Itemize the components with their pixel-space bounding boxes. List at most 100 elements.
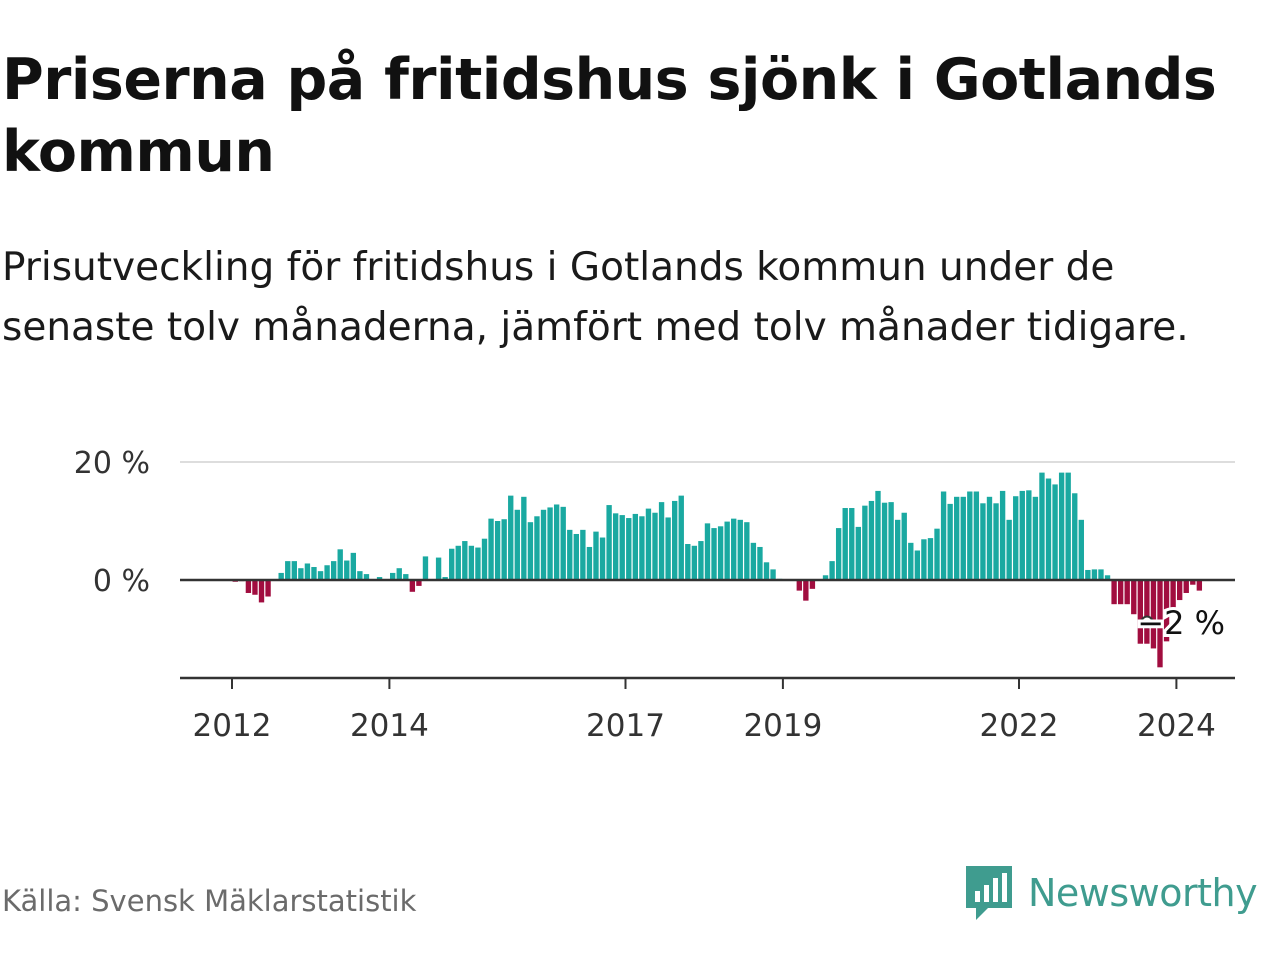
bar (803, 580, 809, 601)
bar (1183, 580, 1189, 593)
bar (999, 490, 1006, 580)
bar (422, 556, 429, 580)
bar (626, 518, 632, 580)
bar (967, 491, 973, 580)
newsworthy-logo-icon (966, 866, 1012, 920)
brand-logo: Newsworthy (964, 864, 1258, 922)
bar (245, 580, 252, 593)
bar (1111, 580, 1117, 605)
bar (849, 508, 855, 580)
bar (330, 561, 337, 580)
bars (232, 472, 1203, 668)
bar (1091, 569, 1098, 580)
bar (409, 580, 416, 592)
bar (527, 522, 534, 580)
bar (940, 491, 947, 580)
bar (1052, 484, 1058, 580)
bar (494, 521, 501, 580)
bar (685, 544, 691, 580)
bar (560, 506, 566, 580)
x-tick-label: 2014 (350, 708, 429, 744)
bar (763, 562, 770, 580)
bar (567, 529, 573, 580)
bar-chart: 0 % 20 % 2012 2014 2017 2019 2022 2024 −2 % (74, 446, 1235, 744)
bar (265, 580, 271, 597)
bar (534, 516, 540, 580)
bar (842, 508, 848, 580)
bar (449, 548, 455, 580)
bar (868, 500, 875, 580)
bar (691, 545, 698, 580)
y-tick-label: 20 % (74, 446, 150, 481)
last-value-label: −2 % (1137, 604, 1225, 642)
bar (993, 503, 999, 580)
bar (809, 580, 816, 589)
bar (363, 574, 370, 580)
bar (698, 541, 704, 580)
bar (986, 496, 993, 580)
bar (593, 531, 599, 580)
bar (927, 538, 934, 580)
bar (455, 545, 461, 580)
x-tick-label: 2024 (1137, 708, 1216, 744)
bar (1026, 490, 1032, 580)
bar (862, 505, 868, 580)
bar (376, 577, 383, 580)
bar (514, 509, 520, 580)
chart-title: Priserna på fritidshus sjönk i Gotlands … (2, 47, 1217, 185)
bar (954, 496, 960, 580)
last-value-marker (1140, 615, 1154, 629)
x-tick-label: 2012 (193, 708, 272, 744)
bar (1085, 569, 1091, 580)
bar (672, 500, 678, 580)
bar (737, 519, 743, 580)
bar (901, 512, 907, 580)
bar (606, 505, 612, 580)
bar (508, 495, 514, 580)
bar (540, 509, 547, 580)
bar (1032, 496, 1039, 580)
bar (1144, 580, 1150, 644)
bar (1058, 472, 1065, 580)
bar (1019, 490, 1025, 580)
axes: 2012 2014 2017 2019 2022 2024 (180, 578, 1235, 744)
bar (1065, 472, 1071, 580)
bar (1137, 580, 1144, 644)
y-tick-label: 0 % (93, 564, 150, 599)
bar (960, 496, 966, 580)
bar (1013, 496, 1019, 580)
x-tick-label: 2017 (586, 708, 665, 744)
bar (1196, 580, 1203, 591)
bar (435, 557, 442, 580)
bar (888, 502, 894, 580)
bar (1072, 493, 1078, 580)
bar (317, 571, 324, 580)
bar (553, 504, 560, 580)
bar (252, 580, 258, 595)
bar (1150, 580, 1157, 649)
bar (285, 561, 291, 580)
bar (796, 580, 802, 591)
bar (291, 561, 297, 580)
bar (855, 526, 861, 580)
bar (488, 518, 494, 580)
bar (612, 513, 619, 580)
bar (403, 574, 409, 580)
bar (442, 577, 448, 580)
chart-subtitle: Prisutveckling för fritidshus i Gotlands… (2, 245, 1189, 350)
bar (337, 549, 343, 580)
gridlines: 0 % 20 % (74, 446, 1235, 599)
bar (835, 528, 842, 580)
bar (881, 502, 888, 580)
bar (357, 571, 363, 580)
bar (704, 523, 711, 580)
bar (921, 539, 927, 580)
bar (468, 545, 475, 580)
bar (1124, 580, 1130, 605)
bar (665, 517, 671, 580)
bar (1104, 575, 1111, 580)
bar (914, 550, 921, 580)
bar (390, 572, 396, 580)
bar (1039, 472, 1045, 580)
bar (1170, 580, 1176, 609)
